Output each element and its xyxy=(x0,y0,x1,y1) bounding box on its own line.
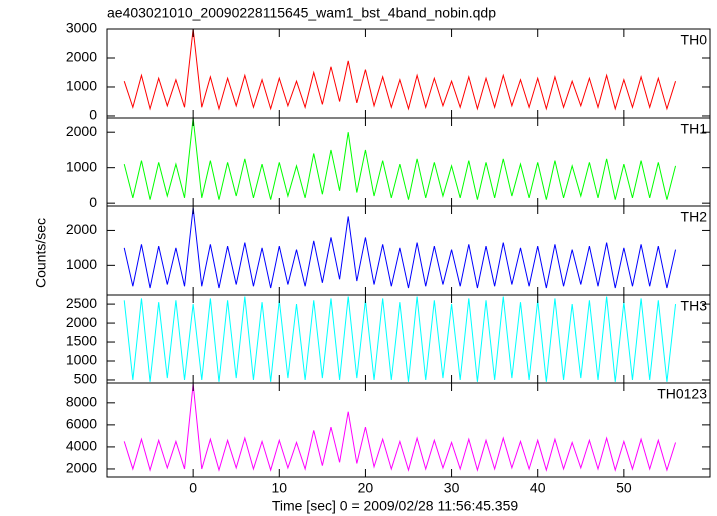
y-tick-label: 1000 xyxy=(66,256,97,272)
panel-label: TH2 xyxy=(681,209,708,225)
x-tick-label: 40 xyxy=(530,480,546,496)
series-line xyxy=(123,384,677,472)
x-tick-label: 20 xyxy=(358,480,374,496)
series-line xyxy=(123,296,677,382)
series-line xyxy=(123,29,677,111)
chart-title: ae403021010_20090228115645_wam1_bst_4ban… xyxy=(107,5,496,21)
y-axis-label: Counts/sec xyxy=(33,218,49,288)
y-tick-label: 2500 xyxy=(66,295,97,311)
y-tick-label: 2000 xyxy=(66,314,97,330)
x-tick-label: 30 xyxy=(444,480,460,496)
panel-frame xyxy=(106,382,711,478)
panel-label: TH3 xyxy=(681,298,708,314)
y-tick-label: 2000 xyxy=(66,49,97,65)
y-tick-label: 0 xyxy=(89,107,97,123)
x-tick-label: 10 xyxy=(271,480,287,496)
x-axis-label: Time [sec] 0 = 2009/02/28 11:56:45.359 xyxy=(272,498,519,514)
y-tick-label: 4000 xyxy=(66,438,97,454)
y-tick-label: 2000 xyxy=(66,221,97,237)
y-tick-label: 1000 xyxy=(66,352,97,368)
y-tick-label: 8000 xyxy=(66,394,97,410)
y-tick-label: 1000 xyxy=(66,78,97,94)
y-tick-label: 0 xyxy=(89,194,97,210)
y-tick-label: 2000 xyxy=(66,460,97,476)
y-tick-label: 1500 xyxy=(66,333,97,349)
series-line xyxy=(123,207,677,289)
x-tick-label: 0 xyxy=(189,480,197,496)
y-tick-label: 1000 xyxy=(66,158,97,174)
panel-label: TH1 xyxy=(681,121,708,137)
y-tick-label: 2000 xyxy=(66,123,97,139)
y-tick-label: 6000 xyxy=(66,416,97,432)
y-tick-label: 3000 xyxy=(66,20,97,36)
series-line xyxy=(123,118,677,200)
panel-label: TH0123 xyxy=(657,386,707,402)
y-tick-label: 500 xyxy=(74,371,98,387)
panel-label: TH0 xyxy=(681,32,708,48)
x-tick-label: 50 xyxy=(616,480,632,496)
